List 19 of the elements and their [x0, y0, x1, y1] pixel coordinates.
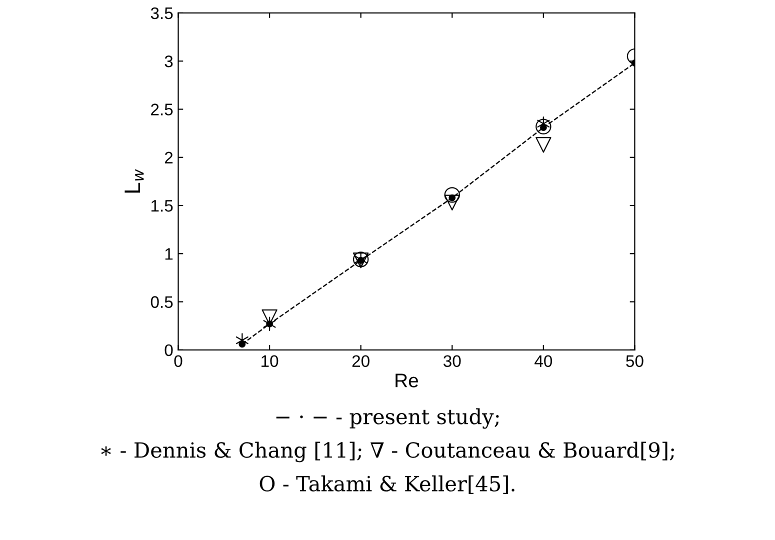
x-tick-label: 10	[262, 355, 278, 368]
x-tick-label: 0	[174, 355, 182, 368]
y-tick-label: 3.5	[150, 7, 173, 20]
y-axis-title: L$_{w}$	[124, 169, 144, 193]
x-tick-label: 20	[352, 355, 370, 368]
x-tick-label: 30	[444, 355, 461, 368]
x-tick-label: 50	[626, 355, 644, 368]
y-tick-label: 0.5	[150, 296, 173, 308]
y-tick-label: 1	[165, 248, 173, 260]
x-tick-label: 40	[534, 355, 552, 368]
text: O - Takami & Keller[45].	[260, 475, 514, 494]
x-axis-title: Re	[396, 374, 418, 388]
y-tick-label: 2	[164, 152, 173, 164]
text: ∗ - Dennis & Chang [11]; ∇ - Coutanceau & Bouard[9];	[101, 442, 674, 462]
y-tick-label: 0	[164, 344, 173, 356]
y-tick-label: 1.5	[151, 200, 173, 212]
y-tick-label: 2.5	[151, 104, 173, 116]
y-tick-label: 3	[164, 56, 173, 68]
text: − · − - present study;	[276, 408, 499, 429]
